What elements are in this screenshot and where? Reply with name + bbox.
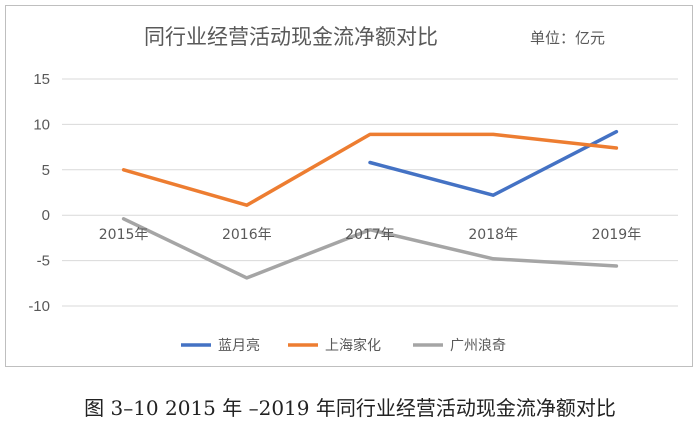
y-tick-label: 10 (33, 116, 50, 133)
x-axis-ticks: 2015年 2016年 2017年 2018年 2019年 (99, 227, 641, 243)
y-tick-label: -5 (37, 253, 50, 270)
series-line-2 (121, 132, 619, 207)
legend-label: 蓝月亮 (218, 337, 260, 354)
legend: 蓝月亮 上海家化 广州浪奇 (181, 337, 506, 354)
y-tick-label: 5 (42, 162, 50, 179)
x-tick-label: 2018年 (468, 227, 518, 243)
legend-label: 广州浪奇 (450, 337, 506, 354)
y-tick-label: 0 (42, 207, 50, 224)
y-axis-ticks: 15 10 5 0 -5 -10 (28, 71, 50, 315)
x-tick-label: 2017年 (345, 227, 395, 243)
x-tick-label: 2016年 (222, 227, 272, 243)
series-line-1 (368, 129, 619, 197)
x-tick-label: 2019年 (592, 227, 642, 243)
chart-unit: 单位：亿元 (530, 29, 605, 47)
chart-frame: 同行业经营活动现金流净额对比 单位：亿元 15 10 5 0 -5 -10 2015年 20… (5, 5, 693, 367)
chart-title: 同行业经营活动现金流净额对比 (144, 25, 438, 49)
y-tick-label: 15 (33, 71, 50, 88)
legend-label: 上海家化 (325, 337, 381, 354)
y-tick-label: -10 (28, 298, 50, 315)
series-lines (121, 129, 619, 280)
grid-lines (62, 78, 678, 307)
series-line-3 (121, 217, 619, 280)
x-tick-label: 2015年 (99, 227, 149, 243)
figure-caption: 图 3–10 2015 年 –2019 年同行业经营活动现金流净额对比 (84, 396, 616, 420)
